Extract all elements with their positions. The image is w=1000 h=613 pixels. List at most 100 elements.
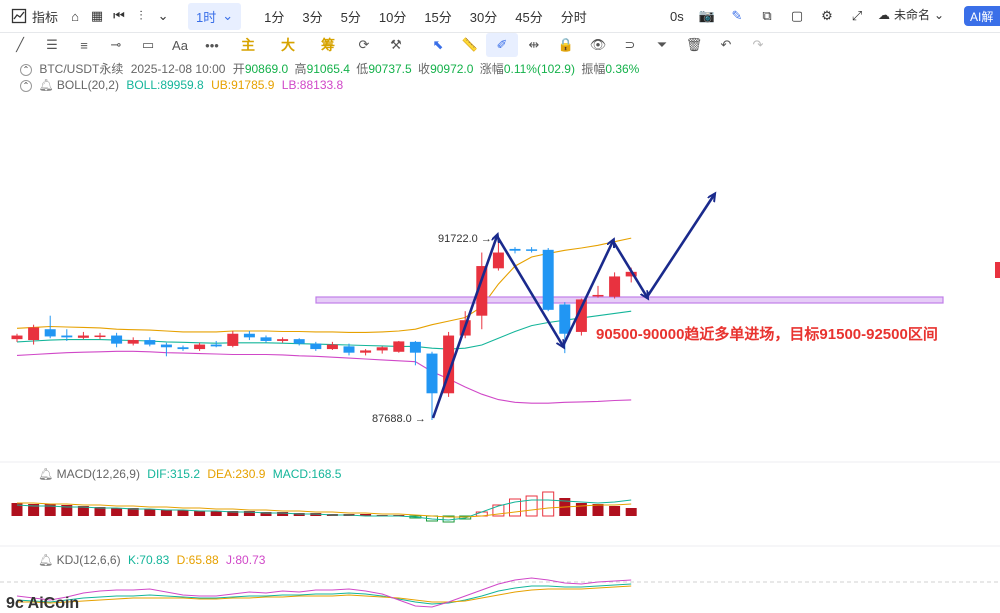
- boll-name: BOLL(20,2): [56, 78, 119, 92]
- bell-icon[interactable]: 🔔︎: [38, 78, 54, 92]
- interval-15m[interactable]: 15分: [424, 9, 452, 25]
- candle-body: [443, 335, 455, 394]
- interval-5m[interactable]: 5分: [340, 9, 361, 25]
- candle-body: [326, 344, 338, 350]
- trash-icon[interactable]: 🗑: [685, 37, 703, 52]
- redo-icon[interactable]: ↷: [752, 37, 764, 52]
- candle-body: [177, 347, 189, 350]
- boll-mid-line: [16, 310, 632, 350]
- candle-body: [61, 335, 73, 338]
- candle-body: [94, 335, 106, 338]
- macd-bar: [575, 503, 587, 516]
- macd-bar: [160, 510, 172, 516]
- macd-bar: [277, 512, 289, 516]
- interval-list: 1分 3分 5分 10分 15分 30分 45分 分时: [255, 7, 596, 26]
- text-icon[interactable]: Aa: [172, 37, 188, 53]
- chevron-icon[interactable]: ⌃: [20, 79, 32, 92]
- interval-45m[interactable]: 45分: [515, 9, 543, 25]
- candle-body: [459, 320, 471, 336]
- undo-icon[interactable]: ↶: [720, 37, 732, 52]
- candle-body: [243, 333, 255, 338]
- parallel-icon[interactable]: ≡: [80, 37, 88, 53]
- macd-bar: [243, 511, 255, 516]
- fullscreen-icon[interactable]: ⤢: [851, 8, 863, 23]
- rect-icon[interactable]: ▭: [141, 37, 155, 52]
- amplitude-label: 振幅: [581, 62, 606, 76]
- open-label: 开: [232, 62, 245, 76]
- wand-icon[interactable]: ⚒: [390, 37, 402, 52]
- window-icon[interactable]: ▢: [790, 8, 804, 23]
- bell-icon[interactable]: 🔔︎: [38, 553, 54, 567]
- macd-bar: [44, 504, 56, 516]
- timer-label: 0s: [670, 8, 684, 24]
- settings-icon[interactable]: ⚙: [821, 8, 833, 23]
- draw-icon[interactable]: ✐: [486, 33, 518, 57]
- interval-10m[interactable]: 10分: [378, 9, 407, 25]
- lock-icon[interactable]: 🔒: [557, 37, 575, 52]
- interval-1m[interactable]: 1分: [264, 9, 285, 25]
- pen-icon[interactable]: ✎: [731, 8, 743, 23]
- ray-icon[interactable]: ⊸: [110, 37, 122, 52]
- interval-timeline[interactable]: 分时: [560, 9, 587, 25]
- more-tools-icon[interactable]: •••: [205, 37, 219, 53]
- boll-lb: LB:88133.8: [281, 78, 344, 92]
- main-force-button[interactable]: 主: [241, 37, 255, 53]
- candle-type-icon[interactable]: ⫶: [139, 8, 143, 23]
- measure-icon[interactable]: ⇹: [528, 37, 540, 52]
- chevron-icon[interactable]: ⌃: [20, 63, 32, 76]
- big-order-button[interactable]: 大: [281, 37, 295, 53]
- candle-body: [260, 337, 272, 341]
- trade-annotation: 90500-90000趋近多单进场，目标91500-92500区间: [596, 326, 938, 343]
- chevron-down-icon[interactable]: ⌄: [157, 8, 169, 23]
- kdj-j: J:80.73: [226, 553, 266, 567]
- macd-bar: [310, 513, 322, 516]
- template-icon[interactable]: ⌂: [71, 8, 79, 24]
- candle-body: [409, 341, 421, 353]
- ruler-icon[interactable]: 📏: [461, 37, 479, 52]
- replay-icon[interactable]: ⏮: [113, 8, 125, 23]
- top-toolbar: 指标 ⌂ ▦ ⏮ ⫶ ⌄ 1时 ⌄ 1分 3分 5分 10分 15分 30分 4…: [0, 0, 1000, 33]
- hline-list-icon[interactable]: ☰: [46, 37, 58, 52]
- high-value: 91065.4: [306, 62, 350, 76]
- line-tool-icon[interactable]: ╱: [16, 37, 24, 52]
- grid-icon[interactable]: ▦: [90, 8, 104, 23]
- layout-selector[interactable]: ☁ 未命名 ⌄: [878, 6, 944, 23]
- magnet-icon[interactable]: ⊃: [624, 37, 636, 52]
- candle-body: [476, 266, 488, 316]
- interval-3m[interactable]: 3分: [302, 9, 323, 25]
- candle-body: [160, 344, 172, 348]
- macd-dif: DIF:315.2: [147, 467, 200, 481]
- macd-bar: [210, 511, 222, 516]
- candle-body: [360, 350, 372, 353]
- candle-body: [575, 299, 587, 332]
- ai-button[interactable]: AI解: [964, 6, 1000, 26]
- chips-button[interactable]: 筹: [321, 37, 335, 53]
- camera-icon[interactable]: 📷: [698, 8, 716, 23]
- boll-line: ⌃ 🔔︎ BOLL(20,2) BOLL:89959.8 UB:91785.9 …: [20, 78, 343, 92]
- candle-body: [559, 304, 571, 334]
- close-value: 90972.0: [430, 62, 474, 76]
- trend-arrow: [611, 240, 647, 297]
- indicator-button[interactable]: 指标: [32, 9, 59, 25]
- bell-icon[interactable]: 🔔︎: [38, 467, 54, 481]
- filter-icon[interactable]: ⏷: [656, 37, 668, 52]
- interval-30m[interactable]: 30分: [469, 9, 498, 25]
- indicator-icon[interactable]: [8, 5, 30, 27]
- popout-icon[interactable]: ⧉: [762, 8, 772, 23]
- candle-body: [542, 249, 554, 310]
- interval-selector[interactable]: 1时 ⌄: [188, 2, 242, 30]
- candle-body: [277, 339, 289, 341]
- eye-icon[interactable]: 👁: [589, 37, 607, 52]
- macd-bar: [61, 505, 73, 516]
- candle-body: [227, 333, 239, 346]
- cursor-icon[interactable]: ⬉: [432, 37, 444, 52]
- candle-body: [194, 344, 206, 350]
- macd-bar: [194, 511, 206, 516]
- amplitude-value: 0.36%: [605, 62, 640, 76]
- refresh-icon[interactable]: ⟳: [358, 37, 370, 52]
- trend-arrow: [495, 235, 563, 346]
- macd-line: 🔔︎ MACD(12,26,9) DIF:315.2 DEA:230.9 MAC…: [38, 467, 341, 481]
- kdj-k: K:70.83: [127, 553, 170, 567]
- macd-bar: [260, 512, 272, 516]
- boll-lower-line: [16, 350, 632, 404]
